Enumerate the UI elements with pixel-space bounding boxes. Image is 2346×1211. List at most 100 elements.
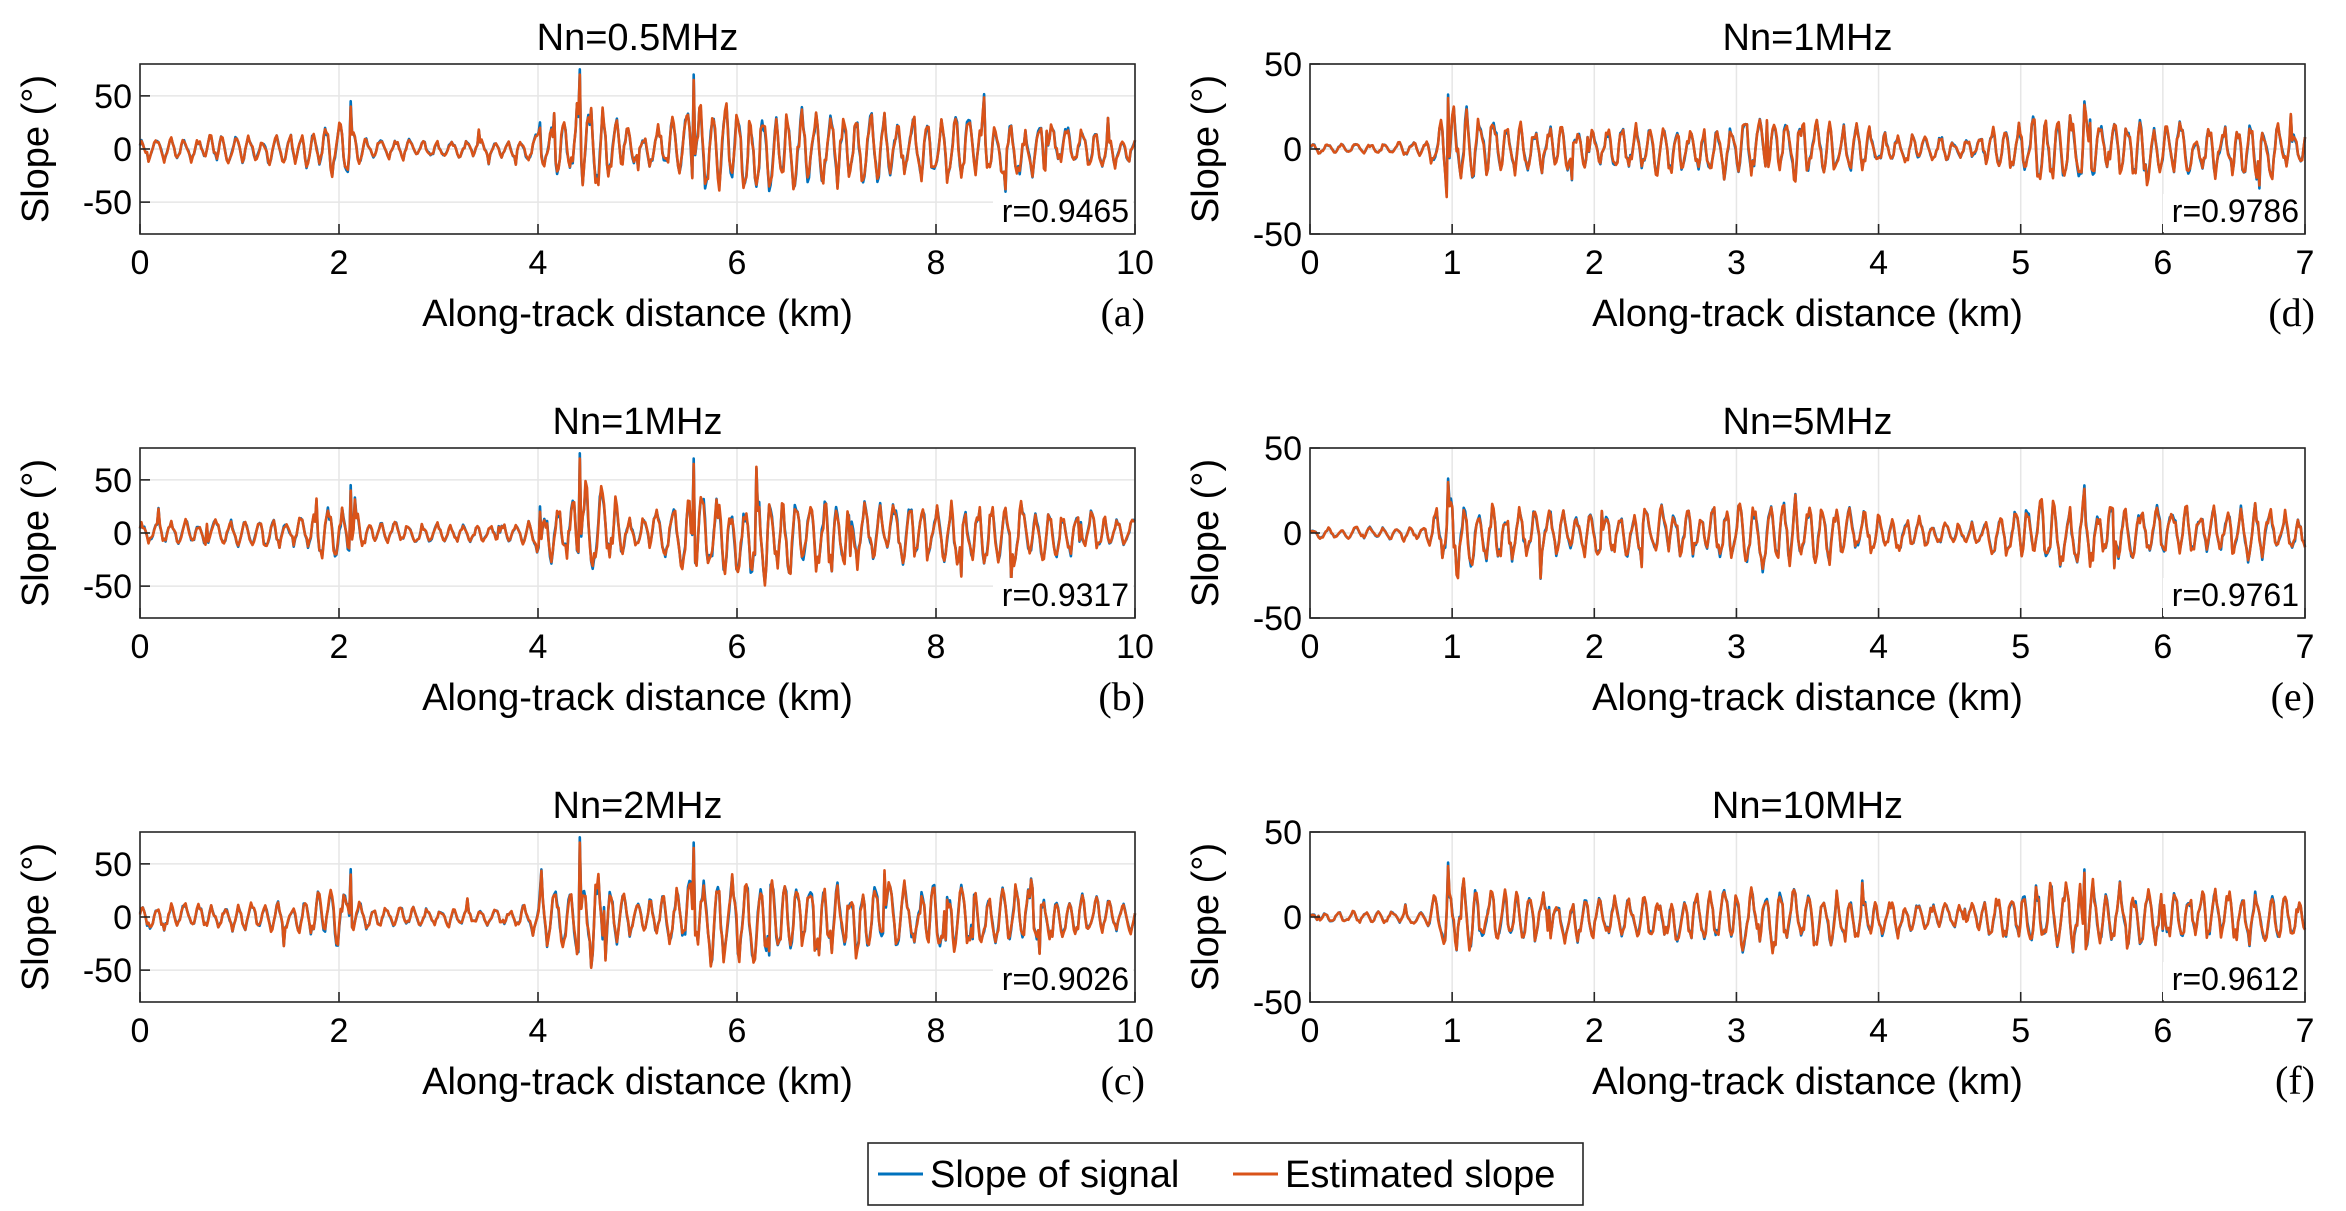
x-tick-label: 0 [131, 628, 150, 666]
legend: Slope of signal Estimated slope [867, 1142, 1584, 1206]
legend-box [867, 1142, 1584, 1206]
y-tick-label: 50 [1264, 814, 1302, 852]
x-tick-label: 6 [2153, 244, 2172, 282]
y-tick-label: -50 [83, 952, 132, 990]
x-tick-label: 3 [1727, 1012, 1746, 1050]
r-value-box [993, 194, 1133, 232]
x-tick-label: 6 [728, 628, 747, 666]
x-tick-label: 2 [330, 628, 349, 666]
chart-title: Nn=0.5MHz [537, 17, 739, 59]
y-tick-label: 50 [94, 462, 132, 500]
x-axis-label: Along-track distance (km) [1592, 1061, 2023, 1103]
r-value-label: r=0.9786 [2172, 193, 2299, 229]
r-value-label: r=0.9317 [1002, 577, 1129, 613]
y-tick-label: -50 [1253, 216, 1302, 254]
series-line-estimated [1309, 480, 2307, 580]
y-tick-label: 0 [113, 899, 132, 937]
x-tick-label: 8 [927, 1012, 946, 1050]
y-tick-label: 50 [1264, 46, 1302, 84]
x-tick-label: 0 [131, 244, 150, 282]
r-value-label: r=0.9761 [2172, 577, 2299, 613]
panel-label: (d) [2268, 290, 2315, 335]
x-axis-label: Along-track distance (km) [422, 293, 853, 335]
x-tick-label: 1 [1443, 244, 1462, 282]
chart-title: Nn=1MHz [1723, 17, 1893, 59]
x-tick-label: 7 [2296, 244, 2315, 282]
x-tick-label: 4 [529, 1012, 548, 1050]
chart-title: Nn=5MHz [1723, 401, 1893, 443]
x-tick-label: 6 [2153, 628, 2172, 666]
chart-title: Nn=1MHz [553, 401, 723, 443]
series-line-estimated [138, 841, 1137, 970]
y-tick-label: 0 [113, 131, 132, 169]
x-axis-label: Along-track distance (km) [422, 677, 853, 719]
y-tick-label: 0 [1283, 131, 1302, 169]
panel-label: (c) [1101, 1058, 1145, 1103]
x-tick-label: 0 [1301, 1012, 1320, 1050]
r-value-box [993, 578, 1133, 616]
series-line-estimated [138, 457, 1136, 587]
y-tick-label: 50 [94, 78, 132, 116]
y-tick-label: -50 [1253, 984, 1302, 1022]
x-tick-label: 2 [330, 244, 349, 282]
x-tick-label: 10 [1116, 1012, 1154, 1050]
chart-title: Nn=10MHz [1712, 785, 1903, 827]
x-tick-label: 7 [2296, 1012, 2315, 1050]
series-line-estimated [1309, 96, 2307, 199]
y-axis-label: Slope (°) [1185, 843, 1227, 991]
x-tick-label: 10 [1116, 244, 1154, 282]
panel-label: (f) [2275, 1058, 2315, 1103]
x-tick-label: 6 [2153, 1012, 2172, 1050]
y-tick-label: 0 [1283, 899, 1302, 937]
x-tick-label: 2 [1585, 628, 1604, 666]
x-tick-label: 4 [1869, 244, 1888, 282]
panel-label: (a) [1101, 290, 1145, 335]
chart-panel-c: 0 2 4 6 8 10 -50 0 50 Nn=2MHz Along-track distance… [15, 785, 1154, 1103]
r-value-label: r=0.9612 [2172, 961, 2299, 997]
x-tick-label: 8 [927, 244, 946, 282]
x-tick-label: 7 [2296, 628, 2315, 666]
series-line-estimated [138, 73, 1137, 192]
x-tick-label: 1 [1443, 1012, 1462, 1050]
x-tick-label: 4 [1869, 1012, 1888, 1050]
r-value-label: r=0.9465 [1002, 193, 1129, 229]
y-axis-label: Slope (°) [15, 459, 57, 607]
y-tick-label: 50 [1264, 430, 1302, 468]
x-tick-label: 1 [1443, 628, 1462, 666]
y-tick-label: -50 [83, 184, 132, 222]
y-tick-label: -50 [1253, 600, 1302, 638]
panel-label: (b) [1098, 674, 1145, 719]
x-tick-label: 2 [1585, 244, 1604, 282]
x-tick-label: 8 [927, 628, 946, 666]
y-tick-label: 50 [94, 846, 132, 884]
y-axis-label: Slope (°) [1185, 459, 1227, 607]
x-axis-label: Along-track distance (km) [422, 1061, 853, 1103]
x-tick-label: 4 [529, 628, 548, 666]
chart-title: Nn=2MHz [553, 785, 723, 827]
y-axis-label: Slope (°) [15, 75, 57, 223]
x-tick-label: 5 [2011, 628, 2030, 666]
r-value-label: r=0.9026 [1002, 961, 1129, 997]
y-tick-label: 0 [113, 515, 132, 553]
x-axis-label: Along-track distance (km) [1592, 677, 2023, 719]
x-tick-label: 6 [728, 1012, 747, 1050]
x-tick-label: 0 [1301, 244, 1320, 282]
x-tick-label: 6 [728, 244, 747, 282]
chart-panel-a: 0 2 4 6 8 10 -50 0 50 Nn=0.5MHz Along-track distan… [15, 17, 1154, 335]
series-line-estimated [1309, 864, 2307, 955]
y-tick-label: -50 [83, 568, 132, 606]
y-axis-label: Slope (°) [15, 843, 57, 991]
x-tick-label: 5 [2011, 244, 2030, 282]
r-value-box [2163, 578, 2303, 616]
r-value-box [2163, 962, 2303, 1000]
r-value-box [993, 962, 1133, 1000]
legend-label-estimated: Estimated slope [1285, 1154, 1555, 1196]
y-tick-label: 0 [1283, 515, 1302, 553]
x-tick-label: 3 [1727, 244, 1746, 282]
x-tick-label: 4 [1869, 628, 1888, 666]
x-tick-label: 5 [2011, 1012, 2030, 1050]
